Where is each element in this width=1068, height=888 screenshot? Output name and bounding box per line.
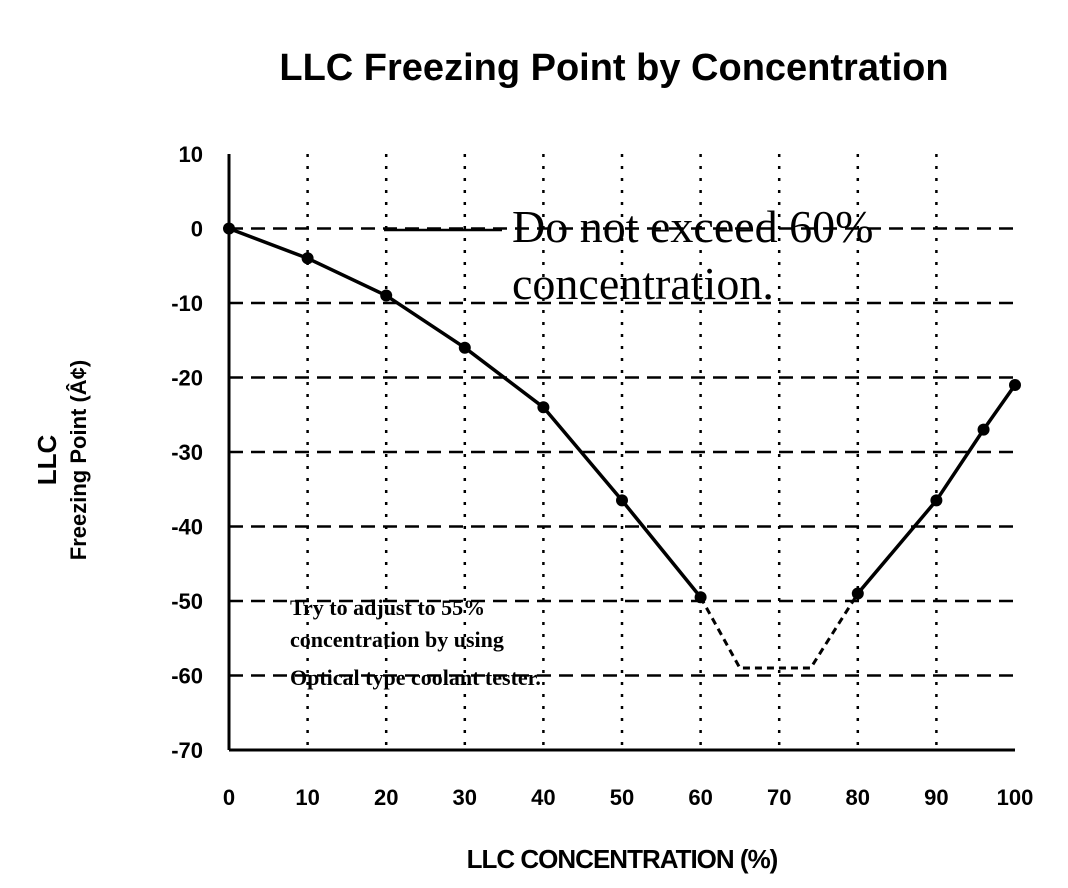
series (223, 222, 1021, 670)
y-axis-title-line2: Freezing Point (Â¢) (66, 360, 91, 560)
y-tick-label-2: -10 (171, 291, 203, 316)
y-tick-label-6: -50 (171, 589, 203, 614)
note-line3: Optical type coolant tester. (290, 665, 541, 690)
note-line2: concentration by using (290, 627, 504, 652)
data-point-0 (223, 222, 235, 235)
x-axis-title: LLC CONCENTRATION (%) (467, 844, 778, 874)
y-axis-title: LLC Freezing Point (Â¢) (32, 360, 91, 560)
x-tick-label-0: 0 (223, 785, 235, 810)
y-tick-label-0: 10 (179, 142, 203, 167)
axes (227, 154, 1015, 752)
main-annotation-line2: concentration. (512, 258, 774, 309)
x-tick-label-1: 10 (295, 785, 319, 810)
y-tick-label-3: -20 (171, 366, 203, 391)
chart-title: LLC Freezing Point by Concentration (279, 47, 948, 89)
data-point-4 (537, 401, 550, 414)
y-axis-title-line1: LLC (32, 435, 62, 486)
main-annotation-line1: Do not exceed 60% (512, 201, 874, 252)
note-line1: Try to adjust to 55% (290, 595, 485, 620)
x-tick-label-3: 30 (453, 785, 477, 810)
x-tick-label-7: 70 (767, 785, 791, 810)
x-tick-label-2: 20 (374, 785, 398, 810)
x-tick-label-8: 80 (846, 785, 870, 810)
series-eutectic-dashed (699, 592, 860, 670)
y-tick-label-4: -30 (171, 440, 203, 465)
data-point-2 (380, 289, 393, 302)
data-point-1 (301, 252, 314, 265)
x-tick-label-10: 100 (997, 785, 1034, 810)
tick-labels: 0 10 20 30 40 50 60 70 80 90 100100-10-20-30-40-50… (171, 142, 1033, 810)
y-tick-label-8: -70 (171, 738, 203, 763)
x-tick-label-9: 90 (924, 785, 948, 810)
data-point-6 (694, 591, 707, 604)
data-point-8 (930, 494, 943, 507)
series-line-right (856, 383, 1017, 595)
y-tick-label-7: -60 (171, 664, 203, 689)
y-tick-label-5: -40 (171, 515, 203, 540)
data-point-3 (458, 341, 471, 354)
x-tick-label-4: 40 (531, 785, 555, 810)
data-point-7 (851, 587, 864, 600)
data-point-10 (1009, 378, 1021, 391)
data-point-5 (616, 494, 628, 507)
data-point-9 (977, 423, 990, 436)
x-tick-label-6: 60 (688, 785, 712, 810)
y-tick-label-1: 0 (191, 217, 203, 242)
x-tick-label-5: 50 (610, 785, 634, 810)
